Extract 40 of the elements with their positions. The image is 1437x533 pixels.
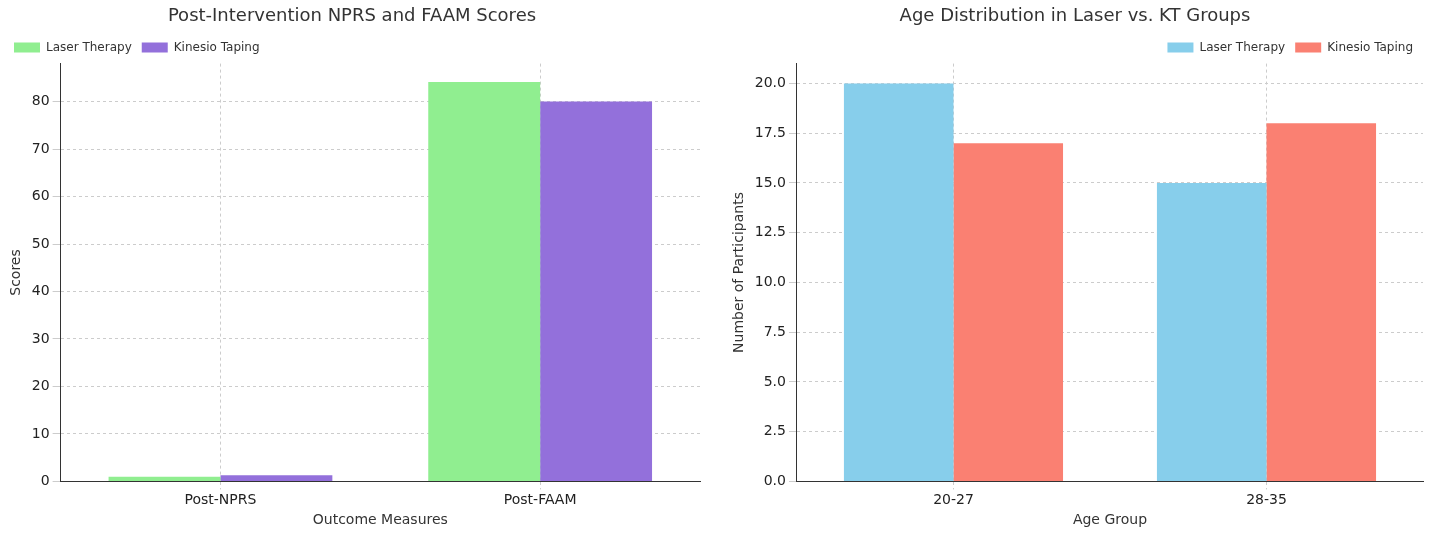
chart-title: Post-Intervention NPRS and FAAM Scores: [167, 4, 537, 26]
chart-title: Age Distribution in Laser vs. KT Groups: [899, 4, 1251, 26]
y-tick-label: 70: [31, 139, 50, 156]
y-tick-label: 5.0: [763, 372, 786, 389]
x-axis-title: Age Group: [1072, 511, 1148, 528]
y-tick-label: 10.0: [754, 273, 786, 290]
bar: [540, 101, 653, 481]
bar: [428, 82, 541, 481]
y-tick-label: 40: [31, 282, 50, 299]
y-tick-label: 50: [31, 234, 50, 251]
y-tick-label: 10: [31, 424, 50, 441]
y-tick-label: 80: [31, 92, 50, 109]
y-tick-label: 60: [31, 187, 50, 204]
y-tick-label: 30: [31, 329, 50, 346]
y-tick-label: 12.5: [754, 223, 786, 240]
x-axis-title: Outcome Measures: [312, 511, 448, 528]
y-tick-label: 17.5: [754, 123, 786, 140]
y-axis-title: Number of Participants: [730, 192, 747, 353]
x-tick-label: Post-FAAM: [503, 491, 577, 508]
bar: [843, 83, 954, 481]
bar: [1156, 182, 1267, 481]
y-tick-label: 0: [40, 472, 50, 489]
y-tick-label: 2.5: [763, 422, 786, 439]
x-tick-label: 20-27: [933, 491, 974, 508]
bar: [953, 143, 1064, 481]
y-tick-label: 20.0: [754, 74, 786, 91]
y-tick-label: 0.0: [763, 472, 786, 489]
legend-label: Laser Therapy: [1199, 39, 1286, 54]
legend-label: Kinesio Taping: [173, 39, 260, 54]
bar: [1266, 123, 1377, 481]
x-tick-label: 28-35: [1246, 491, 1287, 508]
legend-label: Kinesio Taping: [1327, 39, 1414, 54]
y-axis-title: Scores: [7, 249, 24, 296]
y-tick-label: 15.0: [754, 173, 786, 190]
y-tick-label: 20: [31, 377, 50, 394]
y-tick-label: 7.5: [763, 322, 786, 339]
bar: [220, 475, 333, 481]
x-tick-label: Post-NPRS: [184, 491, 257, 508]
legend-label: Laser Therapy: [46, 39, 132, 54]
bar: [108, 476, 221, 481]
